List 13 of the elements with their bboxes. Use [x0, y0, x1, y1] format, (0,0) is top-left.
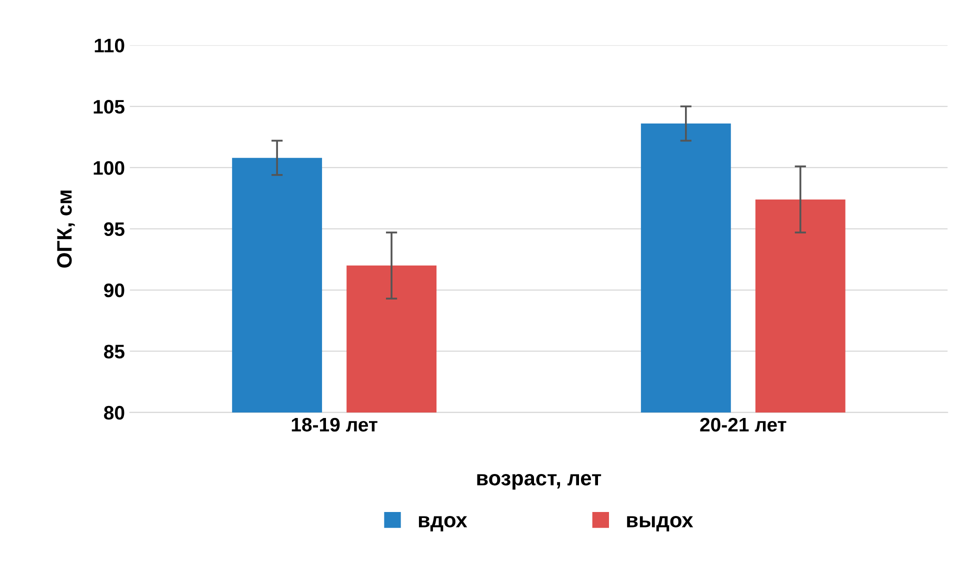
- y-tick-label: 80: [104, 406, 124, 420]
- y-axis-title: ОГК, см: [57, 190, 75, 268]
- legend-label: выдох: [627, 516, 694, 532]
- y-tick-label: 100: [94, 161, 124, 175]
- y-tick-label: 85: [104, 344, 124, 358]
- y-tick-label: 110: [94, 38, 124, 52]
- y-tick-label: 90: [104, 284, 124, 298]
- y-tick-label: 95: [104, 222, 124, 236]
- x-tick-label: 20-21 лет: [700, 418, 786, 432]
- legend-label: вдох: [418, 516, 468, 532]
- x-tick-label: 18-19 лет: [292, 418, 378, 432]
- y-tick-label: 105: [94, 100, 124, 114]
- x-axis-title: возраст, лет: [477, 474, 602, 490]
